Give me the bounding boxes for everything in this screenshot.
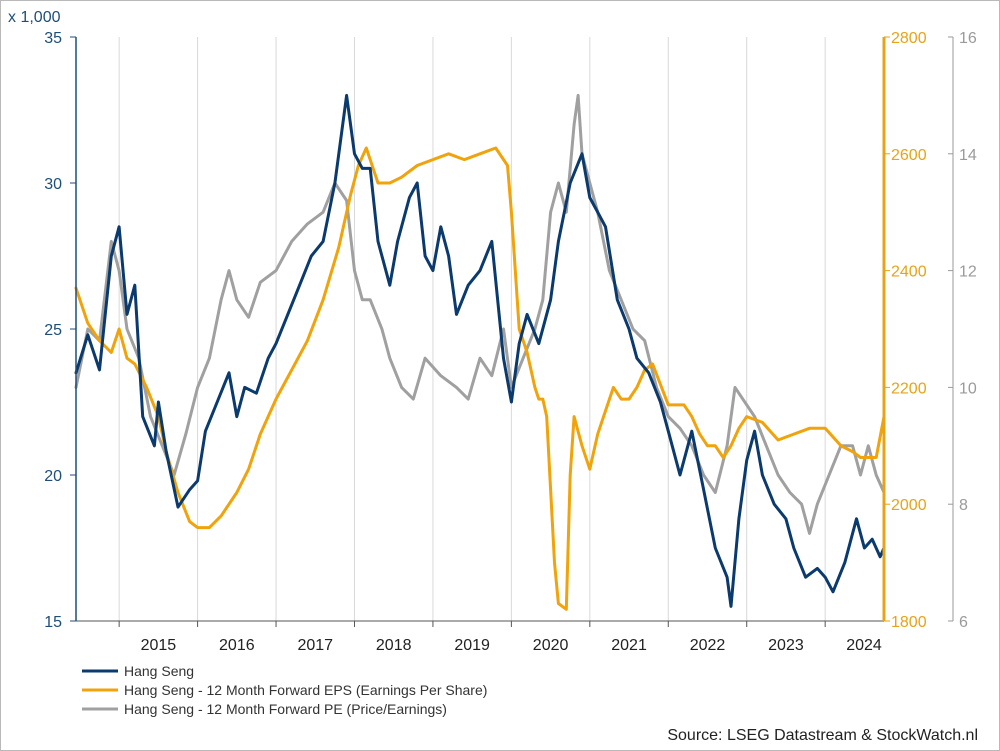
legend: Hang Seng Hang Seng - 12 Month Forward EP…: [82, 663, 487, 717]
x-tick-label: 2020: [533, 637, 569, 654]
series-lines: [74, 93, 886, 611]
right-eps-tick-label: 2000: [891, 497, 927, 514]
right-eps-tick-label: 2600: [891, 147, 927, 164]
legend-label: Hang Seng - 12 Month Forward PE (Price/E…: [124, 701, 447, 717]
y-axis-multiplier-label: x 1,000: [8, 9, 61, 26]
right-pe-tick-label: 12: [959, 264, 977, 281]
x-tick-label: 2023: [768, 637, 804, 654]
right-eps-tick-label: 2800: [891, 30, 927, 47]
right-pe-tick-label: 10: [959, 380, 977, 397]
x-tick-label: 2016: [219, 637, 255, 654]
right-pe-tick-label: 8: [959, 497, 968, 514]
x-tick-label: 2021: [611, 637, 647, 654]
x-tick-label: 2022: [690, 637, 726, 654]
gridlines: [118, 37, 826, 621]
left-tick-label: 20: [44, 468, 62, 485]
legend-item-pe: Hang Seng - 12 Month Forward PE (Price/E…: [82, 701, 447, 717]
series-line-pe: [74, 93, 886, 535]
right-eps-tick-label: 1800: [891, 614, 927, 631]
x-tick-label: 2024: [846, 637, 882, 654]
x-tick-label: 2018: [376, 637, 412, 654]
right-pe-tick-label: 6: [959, 614, 968, 631]
right-eps-tick-label: 2400: [891, 264, 927, 281]
source-credit: Source: LSEG Datastream & StockWatch.nl: [667, 727, 978, 744]
series-line-hang-seng: [74, 93, 886, 608]
left-tick-label: 15: [44, 614, 62, 631]
axes: 2015 2016 2017 2018 2019 2020 2021 2022 2023 2024…: [44, 30, 977, 654]
legend-label: Hang Seng: [124, 663, 194, 679]
left-tick-label: 30: [44, 176, 62, 193]
series-line-eps: [74, 146, 886, 611]
right-pe-tick-label: 16: [959, 30, 977, 47]
x-tick-label: 2017: [297, 637, 333, 654]
right-eps-tick-label: 2200: [891, 380, 927, 397]
legend-label: Hang Seng - 12 Month Forward EPS (Earnin…: [124, 682, 487, 698]
left-tick-label: 25: [44, 322, 62, 339]
x-tick-label: 2015: [141, 637, 177, 654]
right-pe-tick-label: 14: [959, 147, 977, 164]
x-tick-label: 2019: [454, 637, 490, 654]
left-tick-label: 35: [44, 30, 62, 47]
legend-item-hang-seng: Hang Seng: [82, 663, 194, 679]
legend-item-eps: Hang Seng - 12 Month Forward EPS (Earnin…: [82, 682, 487, 698]
